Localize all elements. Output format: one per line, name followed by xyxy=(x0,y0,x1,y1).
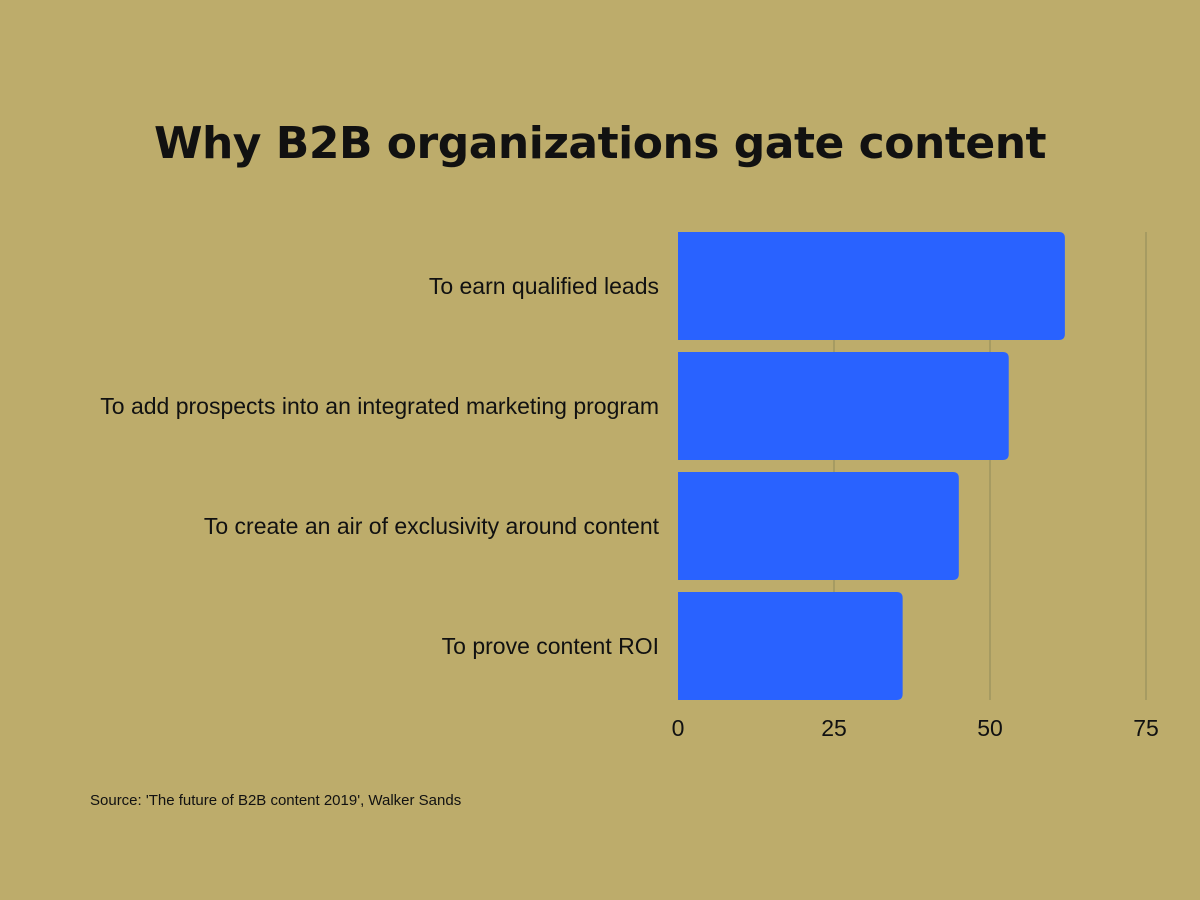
category-label: To add prospects into an integrated mark… xyxy=(100,393,659,419)
chart-title: Why B2B organizations gate content xyxy=(153,118,1047,169)
x-tick-label: 75 xyxy=(1133,715,1159,741)
category-label: To create an air of exclusivity around c… xyxy=(204,513,660,539)
source-note: Source: 'The future of B2B content 2019'… xyxy=(90,792,462,809)
bar xyxy=(678,592,903,700)
category-label: To prove content ROI xyxy=(442,633,659,659)
bar xyxy=(678,352,1009,460)
x-tick-label: 25 xyxy=(821,715,847,741)
x-tick-label: 50 xyxy=(977,715,1003,741)
category-label: To earn qualified leads xyxy=(429,273,659,299)
bar xyxy=(678,232,1065,340)
x-tick-label: 0 xyxy=(672,715,685,741)
bar xyxy=(678,472,959,580)
